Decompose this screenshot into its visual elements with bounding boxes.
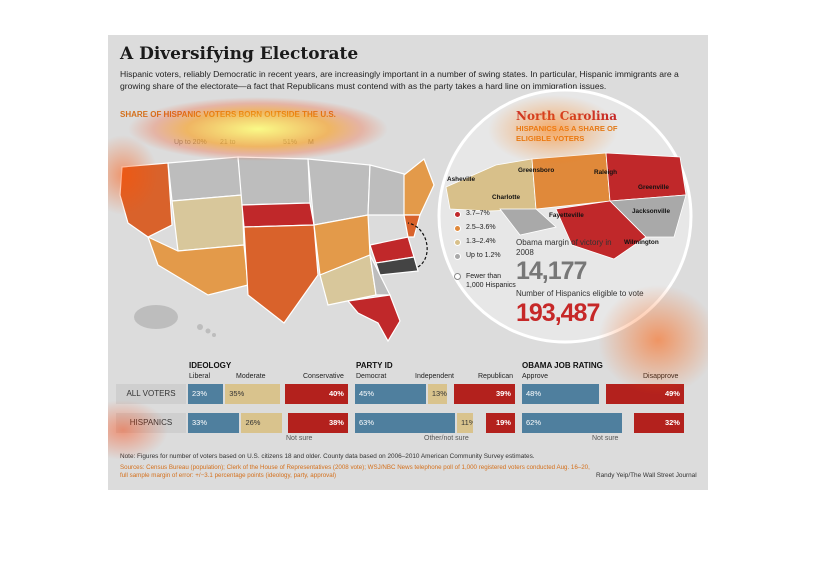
map-region-northwest bbox=[167, 156, 243, 202]
bar-moderate: 26% bbox=[241, 413, 282, 433]
legend-label: 3.7–7% bbox=[466, 210, 490, 217]
nc-region-charlotte bbox=[499, 208, 557, 236]
bar-liberal: 23% bbox=[188, 384, 224, 404]
intro-text: Hispanic voters, reliably Democratic in … bbox=[120, 69, 679, 91]
legend-label: 2.5–3.6% bbox=[466, 224, 496, 231]
infographic-panel: A Diversifying Electorate Hispanic voter… bbox=[108, 35, 708, 490]
section-title: IDEOLOGY bbox=[189, 361, 232, 370]
not-sure-note: Not sure bbox=[286, 435, 313, 442]
map-region-hawaii bbox=[197, 324, 203, 330]
map-region-great-lakes bbox=[367, 164, 409, 216]
margin-value: 14,177 bbox=[516, 257, 587, 285]
legend-label: 1.3–2.4% bbox=[466, 238, 496, 245]
city-label: Raleigh bbox=[594, 169, 618, 176]
map-region-texas bbox=[243, 224, 319, 324]
map-region-plains bbox=[237, 156, 311, 206]
legend-swatch bbox=[454, 273, 461, 280]
us-map bbox=[119, 156, 435, 343]
section-title: PARTY ID bbox=[356, 361, 393, 370]
legend-label: Up to 1.2% bbox=[466, 252, 501, 259]
city-label: Greenville bbox=[638, 184, 669, 191]
row-label-hispanics: HISPANICS bbox=[116, 413, 186, 433]
credit: Randy Yeip/The Wall Street Journal bbox=[596, 472, 697, 479]
map-region-mid-atlantic bbox=[403, 214, 421, 238]
row-label-all-voters: ALL VOTERS bbox=[116, 384, 186, 404]
bar-approve: 62% bbox=[522, 413, 622, 433]
eligible-label: Number of Hispanics eligible to vote bbox=[516, 289, 644, 298]
bar-conservative: 38% bbox=[288, 413, 348, 433]
not-sure-note: Other/not sure bbox=[424, 435, 469, 442]
bar-independent: 11% bbox=[457, 413, 473, 433]
bar-approve: 48% bbox=[522, 384, 599, 404]
bar-democrat: 63% bbox=[355, 413, 456, 433]
city-label: Fayetteville bbox=[549, 212, 584, 219]
bar-conservative: 40% bbox=[285, 384, 348, 404]
bar-disapprove: 32% bbox=[633, 413, 684, 433]
city-label: Greensboro bbox=[518, 167, 555, 174]
map-region-nebraska bbox=[241, 202, 315, 228]
sources: Sources: Census Bureau (population); Cle… bbox=[120, 464, 590, 479]
series-label: Conservative bbox=[303, 373, 344, 380]
nc-region-east bbox=[605, 152, 687, 202]
section-title: OBAMA JOB RATING bbox=[522, 361, 603, 370]
series-label: Independent bbox=[415, 373, 454, 380]
bar-republican: 39% bbox=[453, 384, 515, 404]
legend-swatch bbox=[454, 239, 461, 246]
legend-swatch bbox=[454, 253, 461, 260]
page-title: A Diversifying Electorate bbox=[120, 44, 359, 64]
map-region-west bbox=[119, 162, 173, 238]
series-label: Democrat bbox=[356, 373, 387, 380]
series-label: Approve bbox=[522, 373, 549, 380]
map-title: SHARE OF HISPANIC VOTERS BORN OUTSIDE TH… bbox=[120, 110, 336, 119]
eligible-value: 193,487 bbox=[516, 299, 600, 327]
footnote: Note: Figures for number of voters based… bbox=[120, 453, 535, 460]
city-label: Wilmington bbox=[624, 239, 659, 246]
legend-swatch bbox=[454, 211, 461, 218]
map-region-florida bbox=[346, 294, 401, 343]
series-label: Liberal bbox=[189, 373, 211, 380]
nc-region-coast bbox=[609, 194, 687, 238]
city-label: Asheville bbox=[447, 176, 476, 183]
nc-circle bbox=[437, 88, 693, 344]
nc-title: North Carolina bbox=[516, 109, 618, 123]
not-sure-note: Not sure bbox=[592, 435, 619, 442]
map-region-mountain bbox=[171, 194, 245, 252]
nc-region-southeast bbox=[555, 200, 647, 260]
nc-region-piedmont bbox=[531, 152, 611, 210]
map-region-midwest bbox=[307, 158, 371, 226]
bar-moderate: 35% bbox=[225, 384, 280, 404]
map-region-northeast bbox=[403, 158, 435, 216]
city-label: Charlotte bbox=[492, 194, 521, 201]
map-region-alaska bbox=[134, 305, 178, 329]
series-label: Disapprove bbox=[643, 373, 679, 380]
bar-liberal: 33% bbox=[188, 413, 240, 433]
nc-subtitle: HISPANICS AS A SHARE OF ELIGIBLE VOTERS bbox=[516, 124, 618, 143]
series-label: Moderate bbox=[236, 373, 266, 380]
legend-swatch bbox=[454, 225, 461, 232]
series-label: Republican bbox=[478, 373, 514, 380]
margin-label: Obama margin of victory in 2008 bbox=[516, 238, 612, 257]
nc-connector-arrow bbox=[407, 222, 428, 268]
bar-independent: 13% bbox=[427, 384, 447, 404]
bar-democrat: 45% bbox=[355, 384, 426, 404]
city-label: Jacksonville bbox=[632, 208, 671, 215]
legend-label: Fewer than 1,000 Hispanics bbox=[466, 273, 516, 289]
bar-disapprove: 49% bbox=[605, 384, 684, 404]
bar-republican: 19% bbox=[486, 413, 515, 433]
